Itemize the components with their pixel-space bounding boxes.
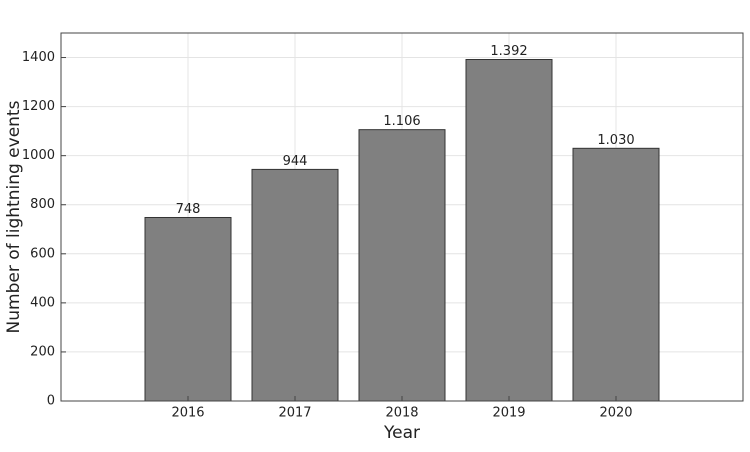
y-tick-label: 200 — [30, 344, 55, 359]
x-tick-label: 2016 — [171, 406, 204, 421]
value-label: 1.030 — [597, 133, 634, 148]
y-tick-label: 600 — [30, 246, 55, 261]
x-axis-title: Year — [383, 423, 420, 443]
y-tick-label: 1200 — [22, 99, 55, 114]
y-tick-label: 400 — [30, 295, 55, 310]
x-tick-label: 2018 — [385, 406, 418, 421]
value-label: 1.392 — [490, 44, 527, 59]
bar — [465, 58, 553, 402]
bar — [358, 129, 446, 402]
bar — [572, 147, 660, 402]
x-tick-label: 2019 — [492, 406, 525, 421]
y-tick-label: 800 — [30, 197, 55, 212]
value-label: 1.106 — [383, 114, 420, 129]
y-tick-label: 1400 — [22, 50, 55, 65]
y-tick-label: 1000 — [22, 148, 55, 163]
bar — [251, 168, 339, 402]
value-label: 944 — [283, 154, 308, 169]
value-label: 748 — [176, 202, 201, 217]
x-tick-label: 2020 — [599, 406, 632, 421]
y-tick-label: 0 — [47, 394, 55, 409]
marks: 748 944 1.106 1.392 1.030 — [144, 44, 660, 402]
x-tick-label: 2017 — [278, 406, 311, 421]
bar — [144, 216, 232, 402]
y-axis-title: Number of lightning events — [4, 100, 24, 333]
